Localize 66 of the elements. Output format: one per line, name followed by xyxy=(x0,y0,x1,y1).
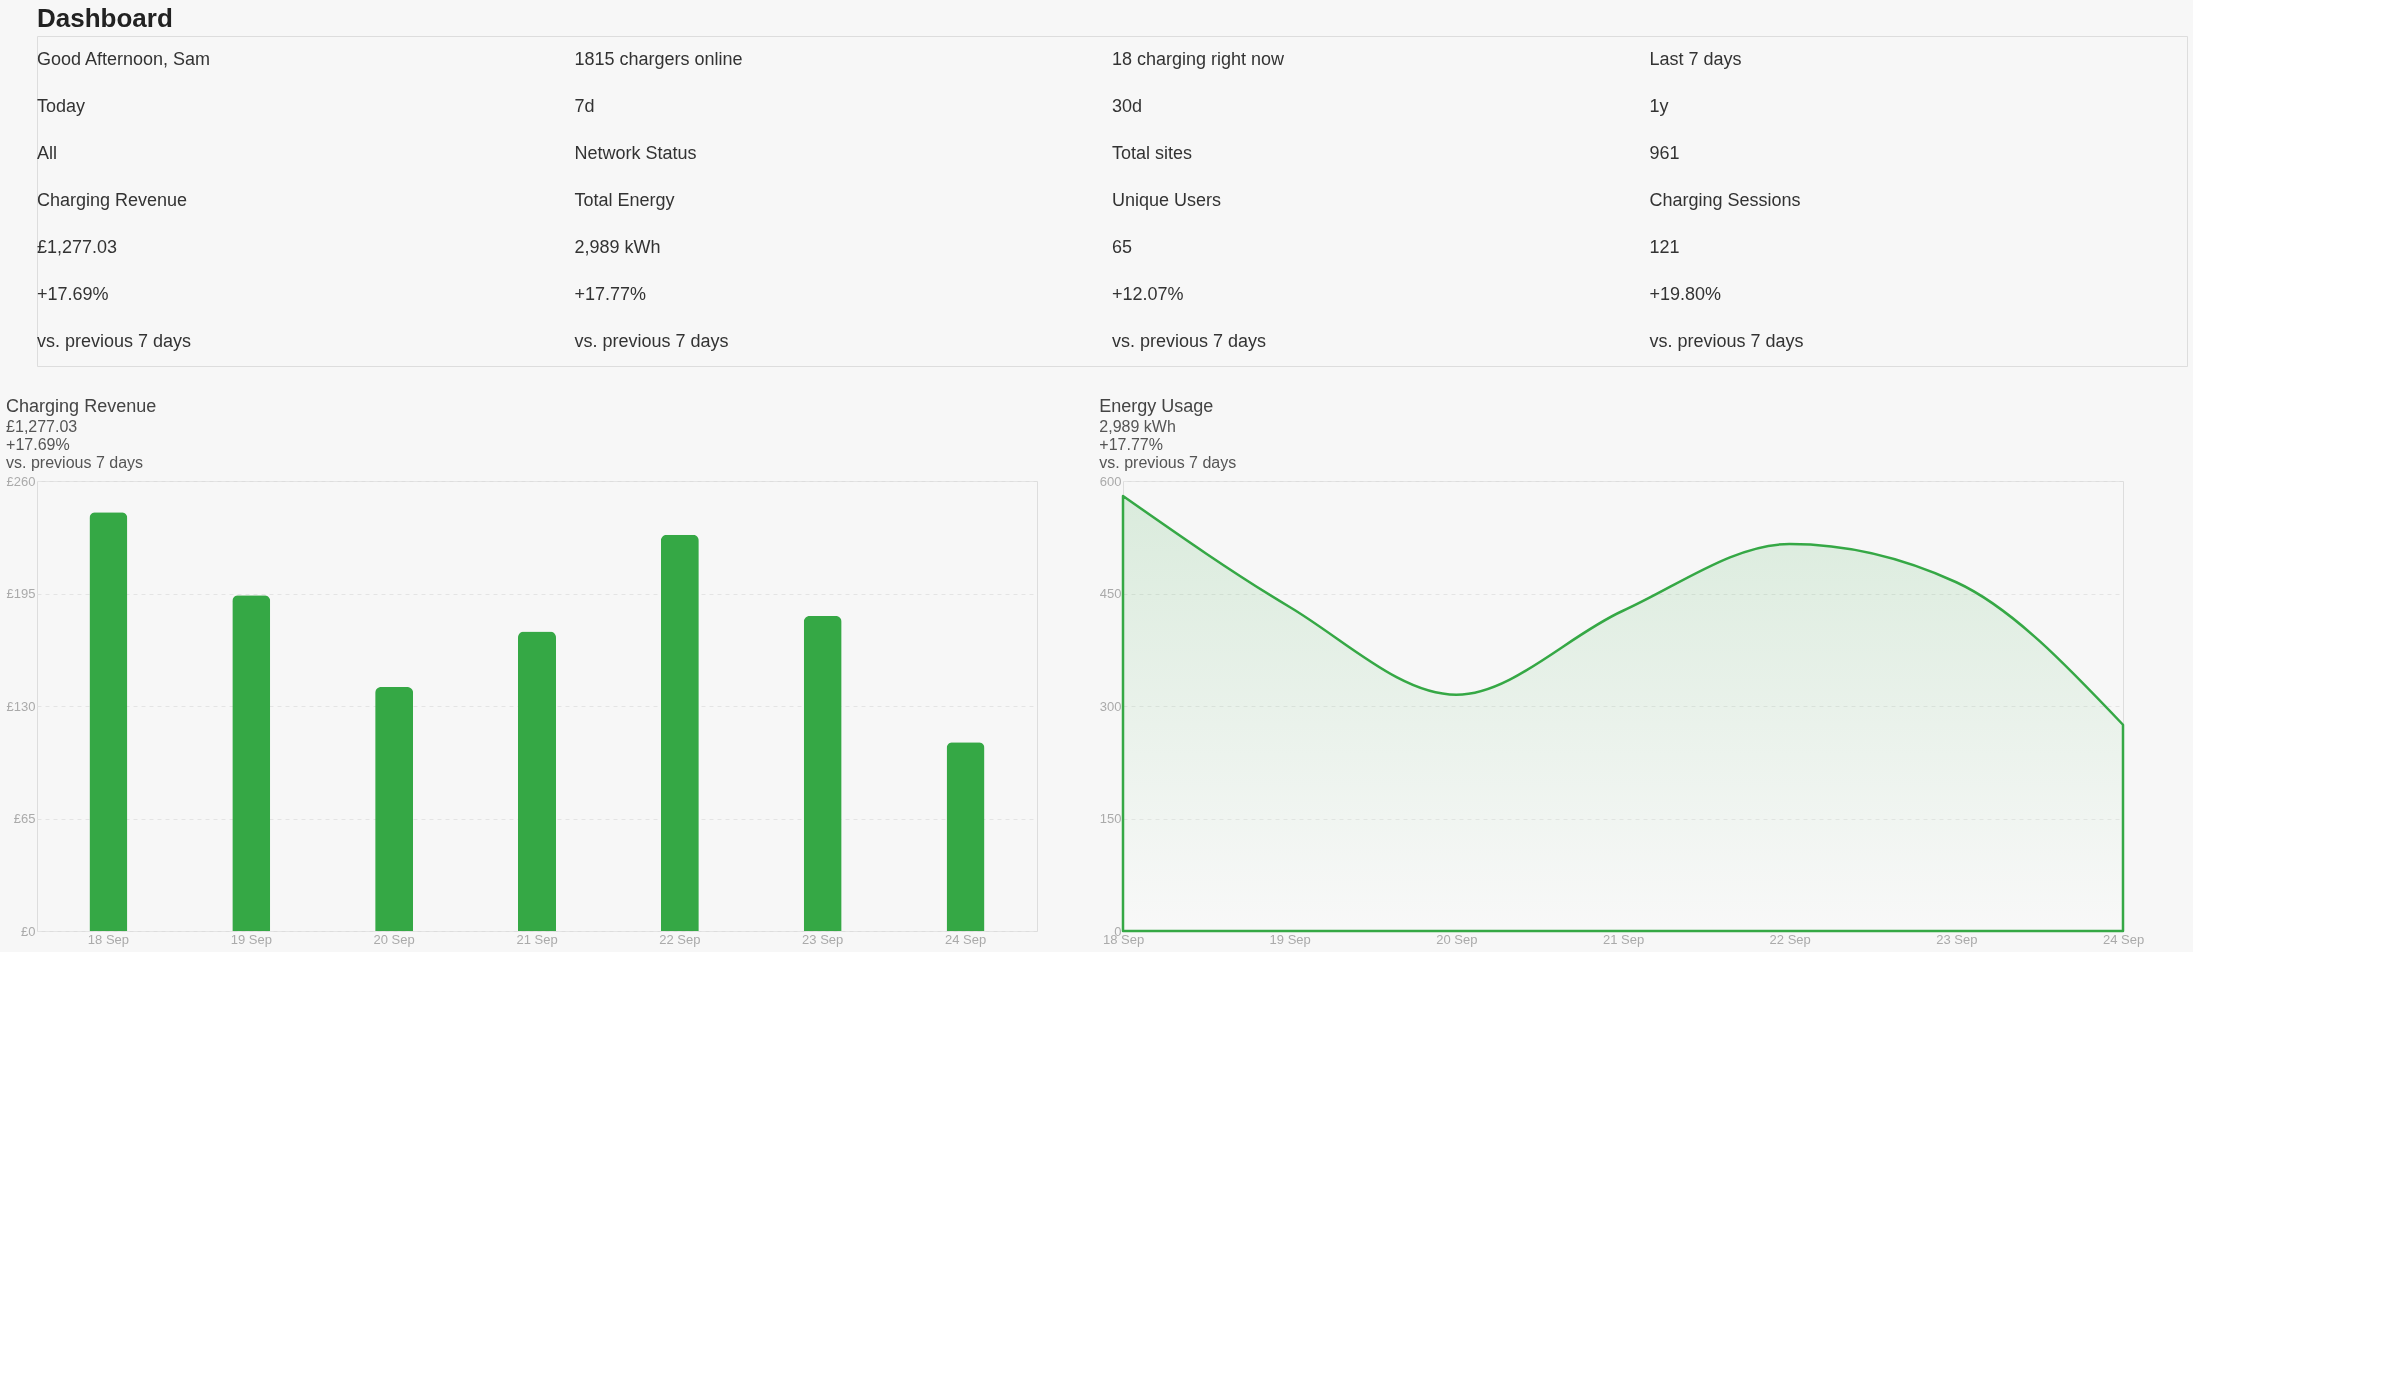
text: 7d xyxy=(574,95,595,116)
y-tick-label: £195 xyxy=(6,586,36,601)
text: Charging Sessions xyxy=(1649,190,1801,210)
text: Today xyxy=(37,95,86,116)
x-tick-label: 20 Sep xyxy=(1436,931,1478,947)
text: vs. previous 7 days xyxy=(1112,331,1267,352)
y-tick-label: £65 xyxy=(13,811,36,826)
text: Total sites xyxy=(1112,142,1193,163)
text: Network Status xyxy=(574,142,697,163)
bar xyxy=(660,534,699,931)
x-tick-label: 22 Sep xyxy=(1769,931,1811,947)
text: All xyxy=(37,142,58,163)
text: +17.77% xyxy=(1099,436,1163,453)
x-tick-label: 19 Sep xyxy=(1269,931,1311,947)
text: vs. previous 7 days xyxy=(37,331,192,352)
bar xyxy=(375,686,414,931)
chart-title: Energy Usage xyxy=(1099,396,1214,416)
text: vs. previous 7 days xyxy=(1099,454,1237,471)
y-tick-label: 150 xyxy=(1099,811,1122,826)
y-tick-label: £130 xyxy=(6,698,36,714)
text: Last 7 days xyxy=(1649,48,1742,69)
text: +17.77% xyxy=(574,284,647,305)
text: 1815 chargers online xyxy=(574,48,743,69)
x-tick-label: 21 Sep xyxy=(1602,931,1645,947)
text: £1,277.03 xyxy=(37,237,118,258)
x-tick-label: 23 Sep xyxy=(802,931,844,947)
x-tick-label: 19 Sep xyxy=(230,931,272,947)
x-tick-label: 24 Sep xyxy=(944,931,987,947)
x-tick-label: 20 Sep xyxy=(373,931,415,947)
x-tick-label: 23 Sep xyxy=(1936,931,1978,947)
text: 2,989 kWh xyxy=(574,237,661,258)
y-tick-label: 300 xyxy=(1099,698,1122,714)
text: 30d xyxy=(1112,95,1143,116)
text: vs. previous 7 days xyxy=(6,454,144,471)
bar xyxy=(232,595,271,931)
text: vs. previous 7 days xyxy=(1649,331,1804,352)
text: 1y xyxy=(1649,95,1669,116)
text: Charging Revenue xyxy=(37,190,188,210)
text: 961 xyxy=(1649,142,1680,163)
x-tick-label: 18 Sep xyxy=(87,931,130,947)
text: 18 charging right now xyxy=(1112,48,1286,69)
text: Unique Users xyxy=(1112,190,1222,210)
text: Dashboard xyxy=(37,3,173,33)
bar xyxy=(803,616,842,931)
text: Total Energy xyxy=(574,190,675,210)
text: Good Afternoon, Sam xyxy=(37,48,211,69)
y-tick-label: £260 xyxy=(6,473,36,489)
y-tick-label: 600 xyxy=(1099,473,1122,489)
bar xyxy=(518,631,556,931)
text: +12.07% xyxy=(1112,284,1184,305)
text: +17.69% xyxy=(37,284,109,305)
bar xyxy=(946,742,985,931)
chart-title: Charging Revenue xyxy=(6,396,157,416)
text: +17.69% xyxy=(6,436,70,453)
y-tick-label: £0 xyxy=(21,923,36,939)
x-tick-label: 24 Sep xyxy=(2102,931,2145,947)
text: 121 xyxy=(1649,237,1680,258)
bar xyxy=(89,512,128,931)
text: +19.80% xyxy=(1649,284,1722,305)
x-tick-label: 22 Sep xyxy=(659,931,701,947)
x-tick-label: 21 Sep xyxy=(516,931,558,947)
chart-subtitle: 2,989 kWh xyxy=(1099,418,1176,435)
text: 65 xyxy=(1112,237,1133,258)
chart-subtitle: £1,277.03 xyxy=(6,418,78,435)
text: vs. previous 7 days xyxy=(574,331,729,352)
y-tick-label: 450 xyxy=(1099,586,1122,601)
